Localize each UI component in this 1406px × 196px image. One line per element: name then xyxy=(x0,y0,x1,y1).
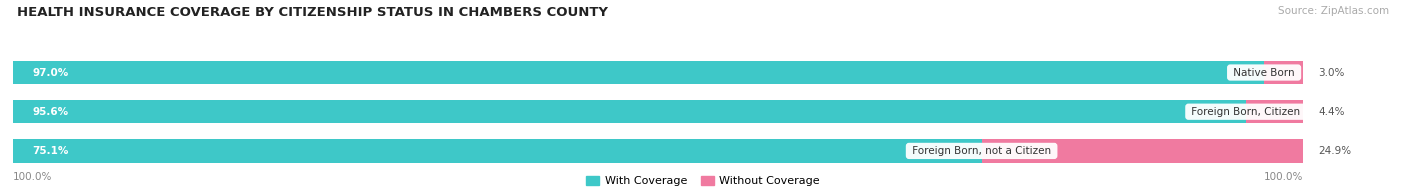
Bar xyxy=(981,139,1303,163)
Text: Foreign Born, Citizen: Foreign Born, Citizen xyxy=(1188,107,1303,117)
Text: Foreign Born, not a Citizen: Foreign Born, not a Citizen xyxy=(908,146,1054,156)
Text: 100.0%: 100.0% xyxy=(13,172,52,182)
Bar xyxy=(13,100,1246,123)
Legend: With Coverage, Without Coverage: With Coverage, Without Coverage xyxy=(582,171,824,191)
Bar xyxy=(1246,100,1303,123)
Bar xyxy=(13,61,1303,84)
Text: 97.0%: 97.0% xyxy=(32,67,69,78)
Bar xyxy=(13,61,1264,84)
Text: 75.1%: 75.1% xyxy=(32,146,69,156)
Bar xyxy=(1264,61,1303,84)
Text: Source: ZipAtlas.com: Source: ZipAtlas.com xyxy=(1278,6,1389,16)
Text: 24.9%: 24.9% xyxy=(1319,146,1351,156)
Bar xyxy=(13,139,981,163)
Text: Native Born: Native Born xyxy=(1230,67,1298,78)
Text: 3.0%: 3.0% xyxy=(1319,67,1344,78)
Text: 100.0%: 100.0% xyxy=(1264,172,1303,182)
Bar xyxy=(13,100,1303,123)
Bar xyxy=(13,139,1303,163)
Text: 95.6%: 95.6% xyxy=(32,107,69,117)
Text: 4.4%: 4.4% xyxy=(1319,107,1344,117)
Text: HEALTH INSURANCE COVERAGE BY CITIZENSHIP STATUS IN CHAMBERS COUNTY: HEALTH INSURANCE COVERAGE BY CITIZENSHIP… xyxy=(17,6,607,19)
